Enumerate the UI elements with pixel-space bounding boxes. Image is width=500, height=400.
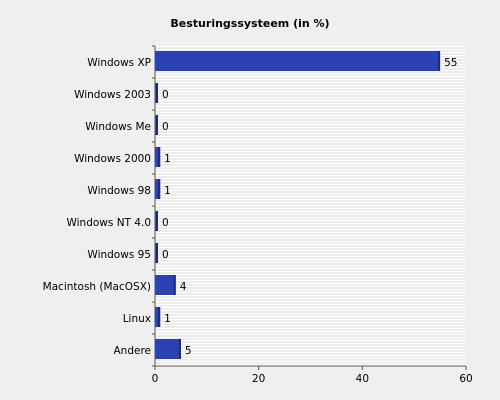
value-label: 5	[185, 345, 192, 357]
bar	[155, 339, 181, 359]
value-label: 0	[162, 89, 169, 101]
chart-title: Besturingssysteem (in %)	[170, 17, 330, 30]
value-label: 0	[162, 121, 169, 133]
category-label: Windows Me	[85, 121, 151, 133]
value-label: 0	[162, 249, 169, 261]
category-label: Windows 2003	[74, 89, 151, 101]
bar	[155, 307, 161, 327]
bar-edge	[156, 243, 158, 263]
value-label: 55	[444, 57, 457, 69]
value-label: 1	[164, 185, 171, 197]
category-label: Macintosh (MacOSX)	[43, 281, 151, 293]
bar	[155, 147, 161, 167]
bar-edge	[178, 339, 181, 359]
bar-edge	[158, 179, 161, 199]
bar-edge	[173, 275, 176, 295]
bar-edge	[156, 115, 158, 135]
category-label: Andere	[113, 345, 151, 357]
value-label: 1	[164, 313, 171, 325]
x-tick-label: 20	[252, 373, 265, 385]
bar	[155, 51, 441, 71]
value-label: 4	[180, 281, 187, 293]
category-label: Windows 95	[87, 249, 151, 261]
bar-edge	[156, 83, 158, 103]
bar-edge	[158, 307, 161, 327]
category-label: Windows NT 4.0	[66, 217, 151, 229]
category-label: Windows 98	[87, 185, 151, 197]
value-label: 1	[164, 153, 171, 165]
bar	[155, 275, 176, 295]
bar-edge	[438, 51, 441, 71]
x-tick-label: 0	[152, 373, 159, 385]
bar-edge	[156, 211, 158, 231]
category-label: Windows XP	[87, 57, 151, 69]
category-label: Linux	[123, 313, 151, 325]
bar	[155, 179, 161, 199]
value-label: 0	[162, 217, 169, 229]
x-tick-label: 60	[459, 373, 472, 385]
category-label: Windows 2000	[74, 153, 151, 165]
x-tick-label: 40	[356, 373, 369, 385]
bar-edge	[158, 147, 161, 167]
